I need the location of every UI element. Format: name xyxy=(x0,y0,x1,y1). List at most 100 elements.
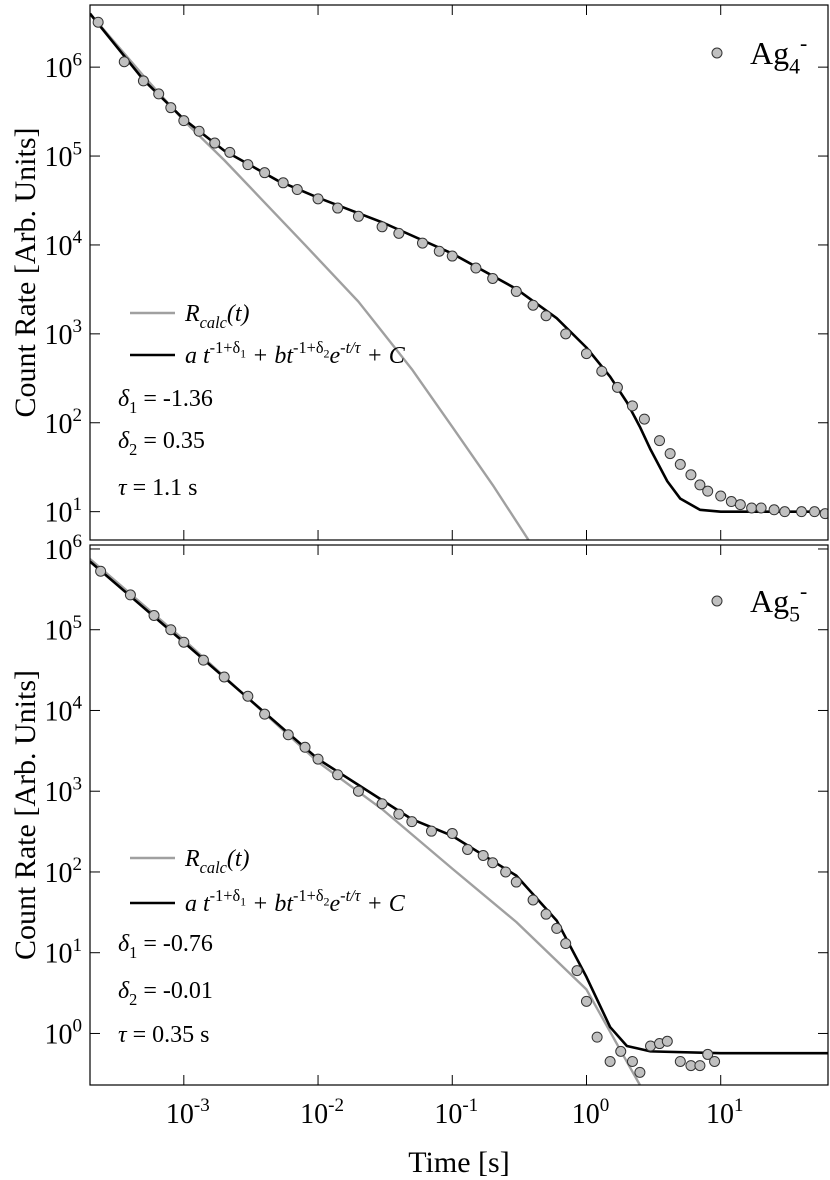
legend-label-part: t xyxy=(286,343,294,369)
y-tick-label-exp: 1 xyxy=(72,494,82,515)
y-tick-label-exp: 2 xyxy=(72,854,82,875)
y-tick-label-exp: 0 xyxy=(72,1016,82,1037)
y-tick-label: 102 xyxy=(44,854,82,889)
data-point xyxy=(694,1060,706,1072)
data-point xyxy=(779,506,791,518)
annotation-part: τ xyxy=(118,475,128,501)
data-point xyxy=(615,1045,627,1057)
y-tick-label-exp: 2 xyxy=(72,405,82,426)
x-axis-title: Time [s] xyxy=(408,1146,509,1179)
data-point xyxy=(242,690,254,702)
data-point xyxy=(406,816,418,828)
data-point xyxy=(118,56,130,68)
data-point xyxy=(571,965,583,977)
legend-label: a t-1+δ1 + bt-1+δ2e-t/τ + C xyxy=(185,886,406,917)
data-point xyxy=(332,202,344,214)
annotation-part: = 0.35 s xyxy=(127,1022,210,1048)
x-tick-label: 10-3 xyxy=(166,1095,210,1130)
plot-frame xyxy=(89,544,829,1086)
annotation-part: = 0.35 xyxy=(137,428,205,454)
y-tick-label-exp: 5 xyxy=(72,138,82,159)
data-point xyxy=(611,381,623,393)
annotation-part: = -0.01 xyxy=(137,978,213,1004)
y-tick-label: 105 xyxy=(44,612,82,647)
annotation-part: = -1.36 xyxy=(137,386,213,412)
x-tick-label-exp: 1 xyxy=(734,1095,744,1116)
legend-label-part: -1+δ xyxy=(210,338,241,357)
annotation-part: δ xyxy=(118,978,130,1004)
y-tick-label-base: 10 xyxy=(44,616,72,647)
data-point xyxy=(312,193,324,205)
x-tick-label-base: 10 xyxy=(706,1099,734,1130)
data-point xyxy=(470,262,482,274)
legend-label-part: - xyxy=(800,32,807,56)
y-tick-label-exp: 1 xyxy=(72,935,82,956)
legend-label-part: -t/τ xyxy=(340,886,361,905)
y-tick-label-base: 10 xyxy=(44,409,72,440)
legend-label-part: t xyxy=(286,891,294,917)
y-tick-label-base: 10 xyxy=(44,498,72,529)
data-point xyxy=(197,654,209,666)
data-point xyxy=(746,502,758,514)
data-point xyxy=(809,506,821,518)
data-point xyxy=(416,237,428,249)
data-point xyxy=(393,808,405,820)
data-point xyxy=(95,565,107,577)
legend-label-part: e xyxy=(330,891,341,917)
data-point xyxy=(591,1031,603,1043)
legend-label-part: -1+δ xyxy=(293,886,324,905)
data-point xyxy=(527,894,539,906)
y-tick-label-base: 10 xyxy=(44,696,72,727)
y-axis-title: Count Rate [Arb. Units] xyxy=(9,670,42,960)
legend-label: a t-1+δ1 + bt-1+δ2e-t/τ + C xyxy=(185,338,406,369)
x-tick-label: 10-2 xyxy=(300,1095,344,1130)
legend-label-part: a t xyxy=(185,891,211,917)
y-axis-title: Count Rate [Arb. Units] xyxy=(9,128,42,418)
data-point xyxy=(148,610,160,622)
annotation: δ1 = -0.76 xyxy=(118,931,213,962)
data-point xyxy=(661,1035,673,1047)
y-tick-label-exp: 6 xyxy=(72,49,82,70)
legend-marker xyxy=(711,47,723,59)
legend-label-part: R xyxy=(184,846,200,872)
data-point xyxy=(755,502,767,514)
data-point xyxy=(446,250,458,262)
y-tick-label: 100 xyxy=(44,1016,82,1051)
legend-label-part: Ag xyxy=(750,35,789,71)
y-tick-label-base: 10 xyxy=(44,142,72,173)
legend-label-part: -1+δ xyxy=(210,886,241,905)
data-point xyxy=(709,1055,721,1067)
legend-label-part: 2 xyxy=(324,895,330,909)
data-point xyxy=(277,177,289,189)
legend-label-part: 5 xyxy=(789,603,800,627)
y-tick-label: 101 xyxy=(44,494,82,529)
plot-frame xyxy=(89,4,829,541)
data-point xyxy=(634,1066,646,1078)
y-tick-label-base: 10 xyxy=(44,53,72,84)
data-point xyxy=(209,137,221,149)
data-point xyxy=(462,843,474,855)
data-point xyxy=(487,272,499,284)
legend-label-part: calc xyxy=(200,313,228,332)
legend-label-part: calc xyxy=(200,858,228,877)
data-point xyxy=(702,485,714,497)
legend-label-part: -t/τ xyxy=(340,338,361,357)
legend-marker xyxy=(711,595,723,607)
data-point xyxy=(282,729,294,741)
legend-label: Rcalc(t) xyxy=(184,846,250,877)
data-point xyxy=(540,908,552,920)
fit-line xyxy=(90,558,641,1085)
legend-label-part: -1+δ xyxy=(293,338,324,357)
y-tick-label-base: 10 xyxy=(44,939,72,970)
legend-label-part: + C xyxy=(361,891,406,917)
y-tick-label-exp: 4 xyxy=(72,227,82,248)
annotation-part: δ xyxy=(118,428,130,454)
x-tick-label-base: 10 xyxy=(166,1099,194,1130)
data-point xyxy=(124,589,136,601)
x-tick-label: 10-1 xyxy=(434,1095,478,1130)
data-point xyxy=(487,857,499,869)
data-point xyxy=(153,88,165,100)
